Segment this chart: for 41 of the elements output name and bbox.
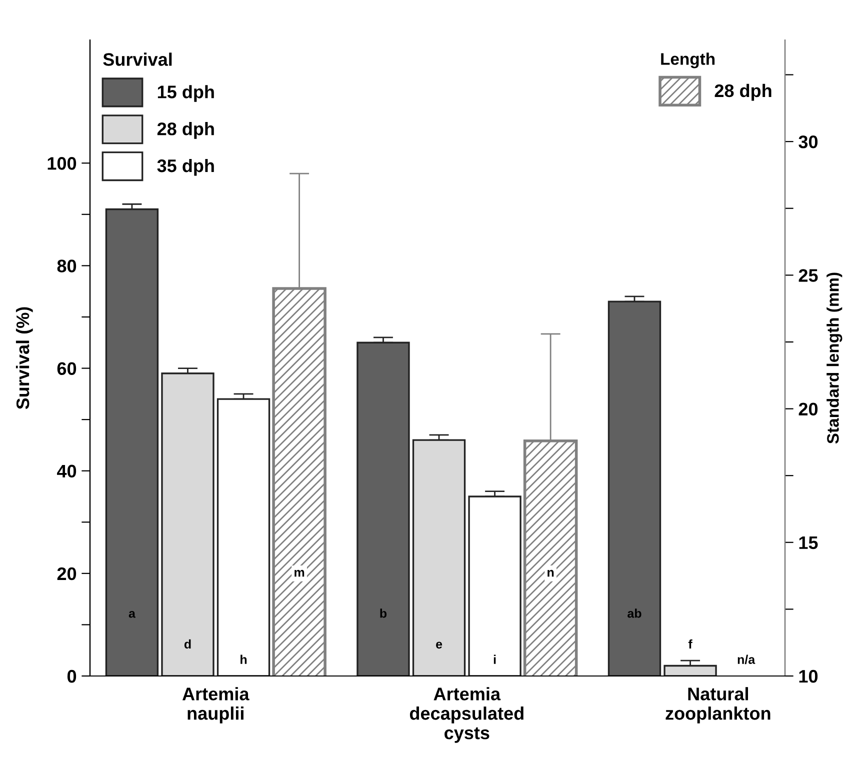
y2-axis-title: Standard length (mm)	[826, 272, 842, 444]
y2-tick-label: 25	[798, 269, 818, 282]
annotation: Length	[661, 52, 715, 68]
data-label: i	[494, 654, 496, 664]
data-label: h	[240, 654, 247, 664]
x-tick-label: Artemia decapsulated cysts	[410, 687, 524, 743]
bar	[608, 300, 662, 676]
data-label: a	[128, 610, 136, 618]
y-axis-title: Survival (%)	[16, 307, 33, 410]
legend-label: 15 dph	[158, 85, 214, 102]
bar	[356, 342, 410, 676]
data-label: b	[380, 608, 387, 618]
data-label: ab	[628, 608, 642, 618]
bar	[105, 208, 159, 676]
data-label: m	[294, 570, 304, 577]
y-tick-label: 20	[57, 567, 76, 580]
y2-tick-label: 10	[799, 670, 818, 683]
data-label: d	[184, 639, 191, 649]
text: n/a	[738, 654, 756, 664]
data-label: n	[548, 570, 554, 577]
bar	[412, 439, 466, 676]
y-tick-label: 60	[57, 362, 76, 375]
bar	[216, 398, 270, 676]
y-tick-label: 80	[57, 260, 76, 272]
legend-label: 28 dph	[157, 122, 214, 139]
bar	[468, 496, 522, 676]
y2-tick-label: 30	[798, 135, 818, 148]
legend-label: 35 dph	[157, 158, 214, 176]
bar	[161, 372, 214, 676]
legend-title: Survival	[103, 52, 172, 66]
data-label: f	[688, 639, 692, 648]
y-tick-label: 100	[48, 157, 76, 170]
y-tick-label: 40	[57, 464, 76, 478]
y2-tick-label: 15	[799, 536, 818, 550]
data-label: e	[436, 642, 442, 649]
x-tick-label: Artemia nauplii	[182, 687, 250, 724]
y2-tick-label: 20	[798, 402, 818, 416]
bar	[664, 664, 717, 676]
legend-label: 28 dph	[714, 84, 772, 101]
y-tick-label: 0	[67, 670, 76, 683]
x-tick-label: Natural zooplankton	[666, 687, 770, 724]
